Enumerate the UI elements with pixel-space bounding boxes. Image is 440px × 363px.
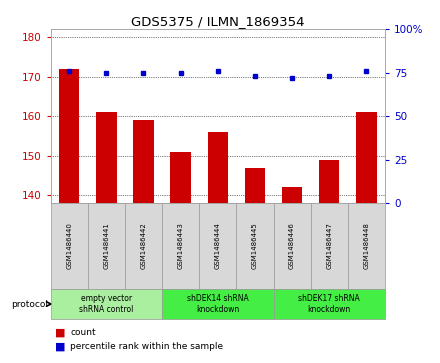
- Text: GSM1486441: GSM1486441: [103, 223, 109, 269]
- Text: GSM1486440: GSM1486440: [66, 223, 72, 269]
- Bar: [59, 69, 79, 203]
- Bar: [170, 152, 191, 203]
- Bar: [319, 160, 340, 203]
- Text: ■: ■: [55, 327, 66, 337]
- Bar: [245, 168, 265, 203]
- Bar: [356, 112, 377, 203]
- Text: GSM1486444: GSM1486444: [215, 223, 221, 269]
- Text: GSM1486446: GSM1486446: [289, 223, 295, 269]
- Text: GSM1486443: GSM1486443: [178, 223, 183, 269]
- Bar: [282, 187, 302, 203]
- Bar: [133, 120, 154, 203]
- Text: percentile rank within the sample: percentile rank within the sample: [70, 342, 224, 351]
- Text: ■: ■: [55, 342, 66, 352]
- Text: shDEK14 shRNA
knockdown: shDEK14 shRNA knockdown: [187, 294, 249, 314]
- Text: GSM1486445: GSM1486445: [252, 223, 258, 269]
- Title: GDS5375 / ILMN_1869354: GDS5375 / ILMN_1869354: [131, 15, 304, 28]
- Text: empty vector
shRNA control: empty vector shRNA control: [79, 294, 133, 314]
- Text: shDEK17 shRNA
knockdown: shDEK17 shRNA knockdown: [298, 294, 360, 314]
- Text: count: count: [70, 328, 96, 337]
- Bar: [208, 132, 228, 203]
- Text: GSM1486447: GSM1486447: [326, 223, 332, 269]
- Bar: [96, 112, 117, 203]
- Text: GSM1486442: GSM1486442: [140, 223, 147, 269]
- Text: GSM1486448: GSM1486448: [363, 223, 370, 269]
- Text: protocol: protocol: [11, 299, 48, 309]
